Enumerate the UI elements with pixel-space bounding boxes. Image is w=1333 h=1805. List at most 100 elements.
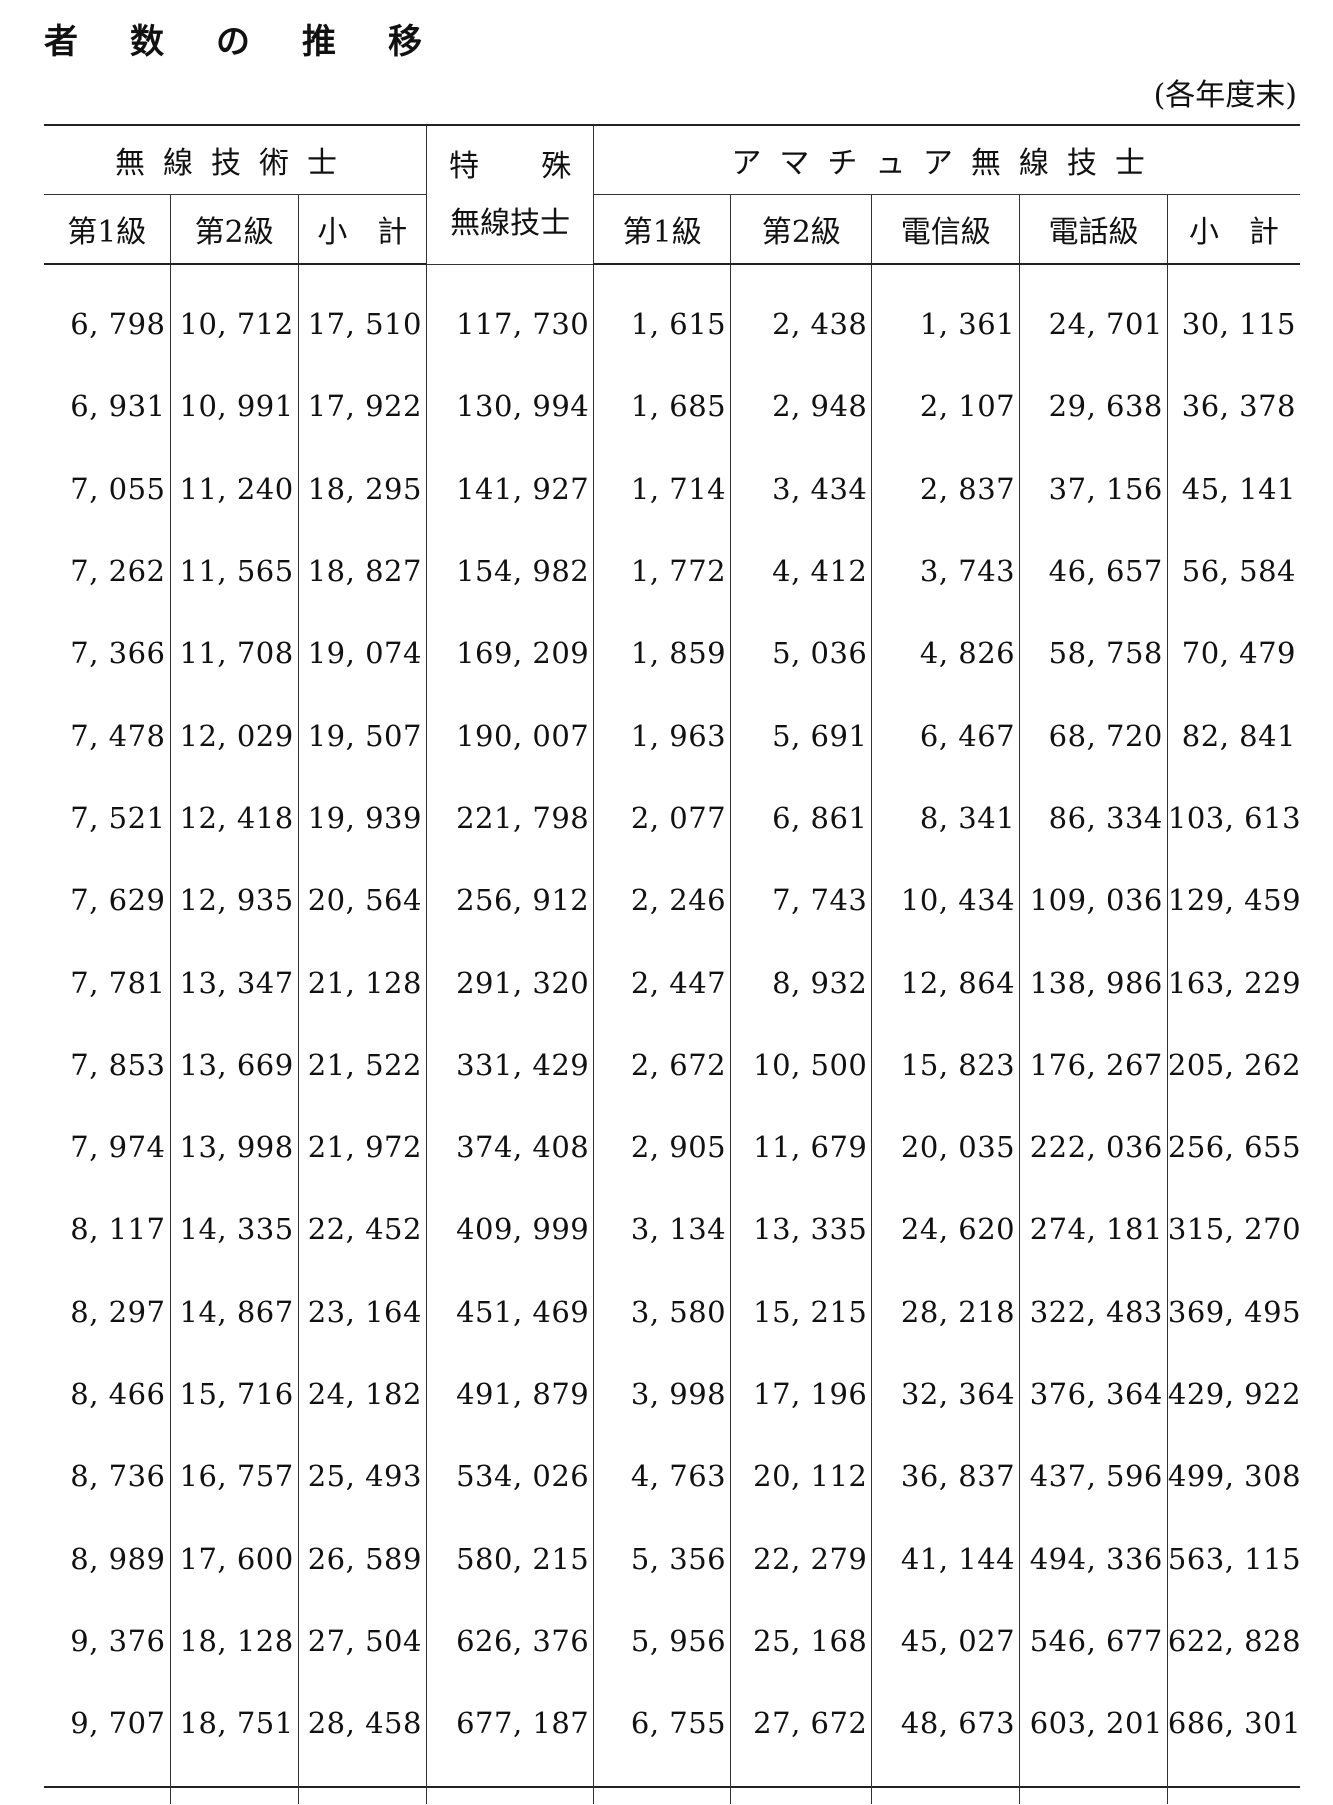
cell-amateur-subtotal: 369, 495 xyxy=(1167,1294,1302,1329)
cell-amateur-telegraph: 28, 218 xyxy=(871,1270,1021,1353)
cell-amateur-2kyu: 17, 196 xyxy=(730,1352,873,1436)
table-header: 無線技術士 特 殊 無線技士 アマチュア無線技士 第1級 第2級 小 計 第1級… xyxy=(44,126,1300,265)
cell-engineer-2kyu: 12, 418 xyxy=(170,776,299,860)
cell-special-operator: 141, 927 xyxy=(426,447,595,530)
table-row: 8, 466 15, 716 24, 182 491, 879 3, 998 17, 19… xyxy=(44,1352,1302,1436)
cell-amateur-subtotal: 30, 115 xyxy=(1181,307,1296,342)
cell-amateur-telegraph: 15, 823 xyxy=(871,1023,1021,1106)
table-body: 6, 798 10, 712 17, 510 117, 730 1, 615 2, 438… xyxy=(44,264,1302,1805)
cell-amateur-telephone: 546, 677 xyxy=(1019,1599,1168,1683)
cell-engineer-2kyu: 11, 240 xyxy=(170,447,299,530)
spacer-cell xyxy=(44,1764,171,1805)
cell-engineer-subtotal: 20, 564 xyxy=(298,859,427,942)
cell-amateur-subtotal: 70, 479 xyxy=(1181,636,1296,671)
cell-amateur-telegraph: 24, 620 xyxy=(871,1188,1021,1271)
cell-special-operator: 190, 007 xyxy=(426,694,595,777)
spacer-cell xyxy=(426,1764,595,1805)
cell-amateur-subtotal: 686, 301 xyxy=(1167,1706,1302,1741)
cell-amateur-telephone: 68, 720 xyxy=(1019,694,1168,777)
cell-engineer-subtotal: 17, 922 xyxy=(298,365,427,448)
header-special-line2: 無線技士 xyxy=(450,205,571,241)
cell-engineer-2kyu: 18, 751 xyxy=(170,1682,299,1765)
cell-amateur-2kyu: 11, 679 xyxy=(730,1105,873,1189)
cell-engineer-subtotal: 25, 493 xyxy=(298,1435,427,1518)
col-amateur-subtotal: 小 計 xyxy=(1167,194,1300,265)
cell-engineer-1kyu: 7, 055 xyxy=(44,447,171,530)
unit-note: (各年度末) xyxy=(1153,78,1297,113)
cell-engineer-1kyu: 8, 989 xyxy=(44,1517,171,1600)
cell-amateur-subtotal: 82, 841 xyxy=(1181,718,1296,753)
spacer-cell xyxy=(170,1764,299,1805)
cell-amateur-telephone: 437, 596 xyxy=(1019,1435,1168,1518)
cell-engineer-subtotal: 26, 589 xyxy=(298,1517,427,1600)
cell-amateur-2kyu: 27, 672 xyxy=(730,1682,873,1765)
cell-amateur-telephone: 274, 181 xyxy=(1019,1188,1168,1271)
cell-engineer-2kyu: 11, 708 xyxy=(170,612,299,695)
cell-amateur-1kyu: 3, 580 xyxy=(593,1270,732,1353)
cell-amateur-telephone: 322, 483 xyxy=(1019,1270,1168,1353)
cell-engineer-2kyu: 12, 935 xyxy=(170,859,299,942)
cell-amateur-subtotal: 499, 308 xyxy=(1167,1459,1302,1494)
cell-special-operator: 374, 408 xyxy=(426,1105,595,1189)
cell-amateur-subtotal: 45, 141 xyxy=(1181,471,1296,506)
cell-special-operator: 130, 994 xyxy=(426,365,595,448)
cell-amateur-1kyu: 1, 615 xyxy=(593,264,732,366)
cell-engineer-subtotal: 24, 182 xyxy=(298,1352,427,1436)
table-row: 6, 798 10, 712 17, 510 117, 730 1, 615 2, 438… xyxy=(44,264,1300,366)
spacer-cell xyxy=(593,1764,732,1805)
table-row: 7, 478 12, 029 19, 507 190, 007 1, 963 5, 691… xyxy=(44,694,1300,777)
cell-engineer-subtotal: 28, 458 xyxy=(298,1682,427,1765)
cell-amateur-1kyu: 1, 963 xyxy=(593,694,732,777)
cell-amateur-telegraph: 3, 743 xyxy=(871,529,1021,613)
license-holders-table: 無線技術士 特 殊 無線技士 アマチュア無線技士 第1級 第2級 小 計 第1級… xyxy=(44,126,1302,1805)
table-row: 7, 055 11, 240 18, 295 141, 927 1, 714 3, 434… xyxy=(44,447,1300,530)
cell-amateur-2kyu: 5, 691 xyxy=(730,694,873,777)
cell-amateur-subtotal: 36, 378 xyxy=(1181,389,1296,424)
license-holders-table-container: 無線技術士 特 殊 無線技士 アマチュア無線技士 第1級 第2級 小 計 第1級… xyxy=(44,124,1301,1805)
cell-engineer-1kyu: 7, 629 xyxy=(44,859,171,942)
cell-amateur-telephone: 58, 758 xyxy=(1019,612,1168,695)
table-row: 8, 736 16, 757 25, 493 534, 026 4, 763 20, 11… xyxy=(44,1435,1302,1518)
cell-amateur-telegraph: 12, 864 xyxy=(871,941,1021,1024)
cell-engineer-1kyu: 7, 853 xyxy=(44,1023,171,1106)
cell-amateur-telegraph: 4, 826 xyxy=(871,612,1021,695)
cell-engineer-subtotal: 21, 522 xyxy=(298,1023,427,1106)
cell-amateur-2kyu: 7, 743 xyxy=(730,859,873,942)
cell-amateur-1kyu: 3, 998 xyxy=(593,1352,732,1436)
cell-special-operator: 256, 912 xyxy=(426,859,595,942)
cell-amateur-2kyu: 5, 036 xyxy=(730,612,873,695)
cell-engineer-subtotal: 19, 507 xyxy=(298,694,427,777)
cell-engineer-subtotal: 21, 128 xyxy=(298,941,427,1024)
cell-amateur-telephone: 86, 334 xyxy=(1019,776,1168,860)
cell-amateur-telephone: 29, 638 xyxy=(1019,365,1168,448)
table-row: 7, 974 13, 998 21, 972 374, 408 2, 905 11, 67… xyxy=(44,1105,1301,1189)
cell-amateur-2kyu: 20, 112 xyxy=(730,1435,873,1518)
cell-special-operator: 221, 798 xyxy=(426,776,595,860)
cell-amateur-1kyu: 2, 447 xyxy=(593,941,732,1024)
cell-engineer-1kyu: 6, 931 xyxy=(44,365,171,448)
cell-engineer-1kyu: 7, 478 xyxy=(44,694,171,777)
cell-amateur-telegraph: 2, 107 xyxy=(871,365,1021,448)
cell-engineer-subtotal: 21, 972 xyxy=(298,1105,427,1189)
col-amateur-telephone: 電話級 xyxy=(1019,194,1168,265)
col-amateur-telegraph: 電信級 xyxy=(871,194,1021,265)
cell-amateur-1kyu: 2, 672 xyxy=(593,1023,732,1106)
cell-engineer-2kyu: 12, 029 xyxy=(170,694,299,777)
cell-amateur-telegraph: 2, 837 xyxy=(871,447,1021,530)
cell-special-operator: 580, 215 xyxy=(426,1517,595,1600)
cell-amateur-2kyu: 3, 434 xyxy=(730,447,873,530)
cell-amateur-1kyu: 1, 772 xyxy=(593,529,732,613)
cell-amateur-telephone: 37, 156 xyxy=(1019,447,1168,530)
cell-engineer-1kyu: 7, 262 xyxy=(44,529,171,613)
table-row: 7, 781 13, 347 21, 128 291, 320 2, 447 8, 932… xyxy=(44,941,1301,1024)
cell-special-operator: 534, 026 xyxy=(426,1435,595,1518)
header-amateur-operator: アマチュア無線技士 xyxy=(593,126,1300,195)
cell-amateur-1kyu: 1, 714 xyxy=(593,447,732,530)
cell-amateur-subtotal: 429, 922 xyxy=(1167,1377,1302,1411)
cell-special-operator: 626, 376 xyxy=(426,1599,595,1683)
page-title: 者数の推移 xyxy=(44,22,474,62)
table-bottom-spacer xyxy=(44,1764,1300,1805)
cell-amateur-1kyu: 5, 356 xyxy=(593,1517,732,1600)
table-row: 7, 262 11, 565 18, 827 154, 982 1, 772 4, 412… xyxy=(44,529,1300,613)
cell-engineer-2kyu: 13, 669 xyxy=(170,1023,299,1106)
